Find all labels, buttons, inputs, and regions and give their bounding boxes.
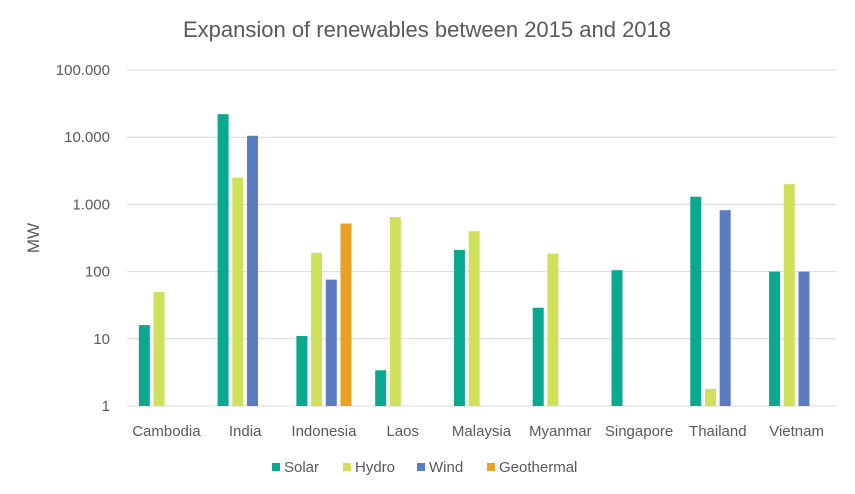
bar-wind-india xyxy=(247,135,259,407)
x-tick-label: Singapore xyxy=(605,423,673,440)
y-tick-label: 1 xyxy=(102,398,110,415)
x-tick-label: Myanmar xyxy=(529,423,592,440)
y-tick-label: 100 xyxy=(85,264,110,281)
legend-label-hydro: Hydro xyxy=(355,459,395,476)
bar-solar-indonesia xyxy=(296,336,308,406)
y-tick-label: 10 xyxy=(93,331,110,348)
legend: Solar Hydro Wind Geothermal xyxy=(272,459,577,476)
legend-label-wind: Wind xyxy=(429,459,463,476)
legend-swatch-wind xyxy=(417,463,425,471)
x-tick-label: Malaysia xyxy=(452,423,512,440)
bar-wind-indonesia xyxy=(325,279,337,406)
legend-swatch-solar xyxy=(272,463,280,471)
chart-title: Expansion of renewables between 2015 and… xyxy=(183,17,671,42)
bar-hydro-cambodia xyxy=(153,291,165,406)
bar-wind-vietnam xyxy=(798,271,810,406)
bar-hydro-myanmar xyxy=(547,253,559,406)
bar-solar-myanmar xyxy=(532,307,544,406)
legend-label-geothermal: Geothermal xyxy=(499,459,577,476)
legend-swatch-hydro xyxy=(343,463,351,471)
bar-hydro-india xyxy=(232,177,244,406)
bar-solar-singapore xyxy=(611,270,623,406)
gridlines xyxy=(127,69,836,407)
y-tick-label: 1.000 xyxy=(72,196,110,213)
legend-swatch-geothermal xyxy=(487,463,495,471)
x-axis-labels: Cambodia India Indonesia Laos Malaysia Myanma… xyxy=(132,423,824,440)
legend-label-solar: Solar xyxy=(284,459,319,476)
y-tick-label: 10.000 xyxy=(64,129,110,146)
bar-hydro-indonesia xyxy=(311,252,323,406)
bar-solar-india xyxy=(217,114,229,406)
x-tick-label: Laos xyxy=(386,423,419,440)
x-tick-label: Indonesia xyxy=(291,423,357,440)
bar-solar-vietnam xyxy=(769,271,781,406)
x-tick-label: Cambodia xyxy=(132,423,201,440)
x-tick-label: India xyxy=(229,423,262,440)
bar-wind-thailand xyxy=(719,210,731,406)
bar-solar-laos xyxy=(375,370,387,406)
bar-hydro-thailand xyxy=(704,388,716,406)
y-axis-ticks: 1 10 100 1.000 10.000 100.000 xyxy=(56,62,110,415)
x-tick-label: Vietnam xyxy=(769,423,824,440)
bar-geothermal-indonesia xyxy=(340,223,352,406)
bar-hydro-laos xyxy=(389,216,401,406)
y-tick-label: 100.000 xyxy=(56,62,110,79)
x-tick-label: Thailand xyxy=(689,423,747,440)
bar-hydro-malaysia xyxy=(468,231,480,406)
bar-solar-thailand xyxy=(690,196,702,406)
bar-solar-cambodia xyxy=(138,325,150,406)
bar-hydro-vietnam xyxy=(783,184,795,406)
bar-solar-malaysia xyxy=(453,249,465,406)
bars xyxy=(138,114,810,407)
y-axis-label: MW xyxy=(24,223,43,253)
